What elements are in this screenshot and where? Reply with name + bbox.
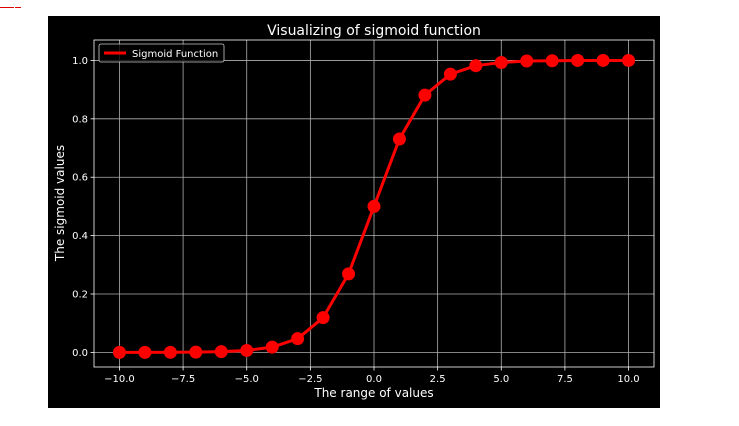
y-tick-label: 0.6 bbox=[72, 173, 88, 184]
x-tick-label: −7.5 bbox=[171, 374, 195, 385]
data-point bbox=[342, 267, 356, 281]
data-point bbox=[112, 345, 126, 359]
data-point bbox=[163, 345, 177, 359]
chart-figure: Visualizing of sigmoid function −10.0 −7.… bbox=[48, 16, 660, 408]
legend-box bbox=[98, 43, 225, 63]
cropped-header-graphic bbox=[0, 4, 21, 8]
x-tick-label: −5.0 bbox=[235, 374, 259, 385]
data-point bbox=[367, 199, 381, 213]
data-point bbox=[316, 311, 330, 325]
y-tick-label: 1.0 bbox=[72, 56, 88, 67]
series-layer bbox=[112, 53, 636, 359]
x-tick-label: −2.5 bbox=[298, 374, 322, 385]
x-tick-label: −10.0 bbox=[104, 374, 135, 385]
data-point bbox=[622, 53, 636, 67]
data-point bbox=[418, 88, 432, 102]
data-point bbox=[138, 345, 152, 359]
legend-label-sigmoid-function: Sigmoid Function bbox=[132, 49, 218, 60]
y-tick-label: 0.8 bbox=[72, 114, 88, 125]
x-tick-label: 0.0 bbox=[366, 374, 382, 385]
y-tick-label: 0.2 bbox=[72, 290, 88, 301]
x-tick-label: 5.0 bbox=[493, 374, 509, 385]
data-point bbox=[240, 343, 254, 357]
data-point bbox=[520, 54, 534, 68]
data-point bbox=[392, 132, 406, 146]
x-tick-label: 7.5 bbox=[557, 374, 573, 385]
data-point bbox=[596, 53, 610, 67]
data-point bbox=[545, 54, 559, 68]
previous-cell-output-strip bbox=[0, 0, 739, 8]
x-tick-label: 2.5 bbox=[430, 374, 446, 385]
data-point bbox=[214, 345, 228, 359]
tick-layer: −10.0 −7.5 −5.0 −2.5 0.0 2.5 5.0 7.5 10.0 0.0 0.2 0… bbox=[72, 56, 640, 385]
y-tick-label: 0.0 bbox=[72, 348, 88, 359]
data-point bbox=[189, 345, 203, 359]
y-axis-label: The sigmoid values bbox=[53, 145, 67, 262]
sigmoid-chart: Visualizing of sigmoid function −10.0 −7.… bbox=[53, 23, 655, 400]
data-point bbox=[494, 55, 508, 69]
chart-title: Visualizing of sigmoid function bbox=[267, 23, 481, 39]
chart-legend: Sigmoid Function bbox=[98, 43, 225, 63]
y-tick-label: 0.4 bbox=[72, 231, 88, 242]
data-point bbox=[265, 340, 279, 354]
data-point bbox=[469, 59, 483, 73]
data-point bbox=[571, 53, 585, 67]
x-tick-label: 10.0 bbox=[617, 374, 639, 385]
x-axis-label: The range of values bbox=[313, 386, 433, 400]
data-point bbox=[291, 332, 305, 346]
data-point bbox=[443, 67, 457, 81]
